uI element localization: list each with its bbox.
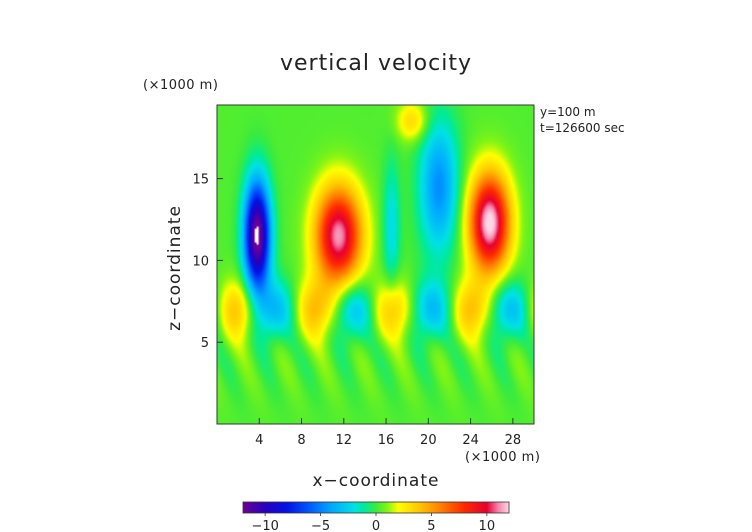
colorbar-tick-label: 5 [427,519,435,532]
x-tick-label: 28 [505,433,522,448]
plot-area [216,104,535,425]
x-tick-label: 8 [297,433,305,448]
x-unit-label: (×1000 m) [465,450,540,465]
colorbar-ticks: −10 −5 0 5 10 [251,513,495,532]
x-axis-label: x−coordinate [313,471,440,491]
chart-title: vertical velocity [280,51,472,76]
heatmap-field [217,105,534,424]
colorbar-tick-label: −10 [251,519,278,532]
colorbar-tick-label: 0 [372,519,380,532]
x-tick-label: 24 [462,433,479,448]
x-tick-label: 12 [336,433,353,448]
plot-frame [216,104,535,425]
y-tick-label: 15 [192,173,209,188]
x-axis-ticks: 4 8 12 16 20 24 28 [255,418,521,448]
x-tick-label: 16 [378,433,395,448]
x-tick-label: 20 [420,433,437,448]
colorbar-gradient [243,502,509,513]
colorbar-tick-label: −5 [311,519,330,532]
y-axis-ticks: 5 10 15 [192,173,223,351]
colorbar-tick-label: 10 [479,519,496,532]
y-unit-label: (×1000 m) [143,78,218,93]
y-axis-label: z−coordinate [165,205,185,331]
y-tick-label: 10 [192,254,209,269]
info-line-y: y=100 m [540,105,596,119]
y-tick-label: 5 [201,336,209,351]
info-line-time: t=126600 sec [540,121,625,135]
colorbar: −10 −5 0 5 10 [242,501,510,532]
x-tick-label: 4 [255,433,263,448]
